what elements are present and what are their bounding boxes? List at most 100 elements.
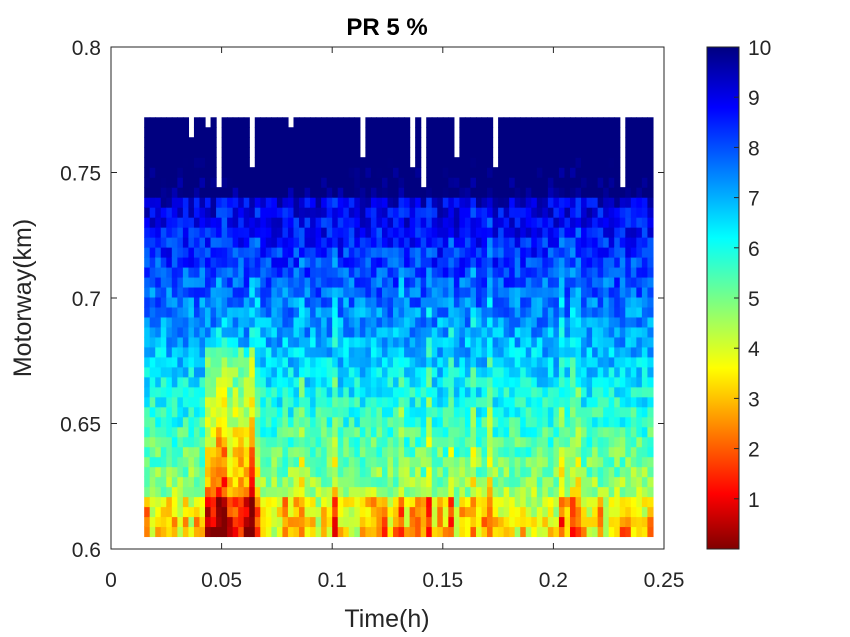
heatmap-cell: [404, 476, 411, 488]
heatmap-cell: [182, 356, 190, 368]
heatmap-cell: [343, 137, 350, 148]
heatmap-cell: [608, 127, 615, 138]
heatmap-cell: [453, 296, 460, 308]
heatmap-cell: [420, 257, 427, 268]
heatmap-cell: [619, 296, 626, 308]
heatmap-cell: [603, 296, 610, 308]
heatmap-cell: [260, 516, 267, 528]
heatmap-cell: [227, 247, 234, 258]
heatmap-cell: [398, 306, 405, 318]
heatmap-cell: [536, 466, 543, 478]
heatmap-cell: [160, 396, 167, 408]
heatmap-cell: [287, 257, 295, 268]
heatmap-cell: [365, 286, 372, 298]
heatmap-cell: [442, 247, 449, 258]
heatmap-cell: [370, 426, 378, 438]
heatmap-cell: [415, 406, 422, 418]
heatmap-cell: [238, 177, 245, 188]
heatmap-cell: [271, 326, 278, 338]
heatmap-cell: [464, 476, 472, 488]
heatmap-cell: [381, 286, 389, 298]
heatmap-cell: [166, 506, 173, 518]
heatmap-cell: [348, 406, 355, 418]
heatmap-cell: [619, 486, 626, 498]
heatmap-cell: [487, 396, 494, 408]
heatmap-cell: [238, 326, 245, 338]
heatmap-cell: [475, 227, 483, 238]
heatmap-cell: [171, 197, 178, 208]
heatmap-cell: [581, 426, 588, 438]
heatmap-cell: [243, 117, 250, 128]
heatmap-cell: [381, 456, 389, 468]
heatmap-cell: [415, 396, 422, 408]
heatmap-cell: [542, 167, 549, 178]
heatmap-cell: [625, 117, 632, 128]
heatmap-cell: [558, 117, 566, 128]
heatmap-cell: [547, 237, 554, 248]
heatmap-cell: [415, 386, 422, 398]
heatmap-cell: [481, 306, 488, 318]
heatmap-cell: [453, 366, 460, 378]
heatmap-cell: [398, 227, 405, 238]
heatmap-cell: [171, 227, 178, 238]
heatmap-cell: [227, 446, 234, 458]
heatmap-cell: [614, 366, 621, 378]
heatmap-cell: [431, 147, 438, 158]
heatmap-cell: [199, 296, 206, 308]
heatmap-cell: [160, 117, 167, 128]
heatmap-cell: [282, 227, 289, 238]
heatmap-cell: [415, 296, 422, 308]
heatmap-cell: [260, 286, 267, 298]
heatmap-cell: [293, 366, 300, 378]
heatmap-cell: [453, 286, 460, 298]
heatmap-cell: [503, 406, 510, 418]
heatmap-cell: [343, 177, 350, 188]
heatmap-cell: [293, 197, 300, 208]
heatmap-cell: [487, 356, 494, 368]
heatmap-cell: [442, 506, 449, 518]
heatmap-cell: [243, 406, 250, 418]
heatmap-cell: [531, 496, 538, 508]
heatmap-cell: [216, 366, 223, 378]
heatmap-cell: [464, 436, 472, 448]
heatmap-cell: [437, 516, 444, 528]
heatmap-cell: [558, 376, 566, 388]
heatmap-cell: [315, 386, 322, 398]
heatmap-cell: [464, 207, 472, 218]
heatmap-cell: [636, 396, 643, 408]
heatmap-cell: [636, 237, 643, 248]
heatmap-cell: [343, 466, 350, 478]
heatmap-cell: [182, 326, 190, 338]
heatmap-cell: [547, 187, 554, 198]
heatmap-cell: [381, 217, 389, 228]
heatmap-cell: [321, 286, 328, 298]
heatmap-cell: [641, 486, 649, 498]
heatmap-cell: [254, 456, 261, 468]
heatmap-cell: [370, 167, 378, 178]
heatmap-cell: [188, 227, 195, 238]
heatmap-cell: [343, 456, 350, 468]
heatmap-cell: [581, 296, 588, 308]
heatmap-cell: [160, 306, 167, 318]
heatmap-cell: [160, 237, 167, 248]
heatmap-cell: [304, 306, 311, 318]
heatmap-cell: [586, 247, 593, 258]
heatmap-cell: [558, 446, 566, 458]
heatmap-cell: [470, 376, 477, 388]
heatmap-cell: [205, 356, 212, 368]
heatmap-cell: [398, 177, 405, 188]
heatmap-cell: [581, 386, 588, 398]
heatmap-cell: [182, 217, 190, 228]
heatmap-cell: [216, 346, 223, 358]
heatmap-cell: [210, 276, 217, 288]
heatmap-cell: [581, 376, 588, 388]
heatmap-cell: [243, 356, 250, 368]
heatmap-cell: [475, 127, 483, 138]
heatmap-cell: [636, 296, 643, 308]
heatmap-cell: [227, 426, 234, 438]
heatmap-cell: [287, 446, 295, 458]
heatmap-cell: [398, 466, 405, 478]
heatmap-cell: [260, 346, 267, 358]
heatmap-cell: [227, 376, 234, 388]
heatmap-cell: [370, 496, 378, 508]
